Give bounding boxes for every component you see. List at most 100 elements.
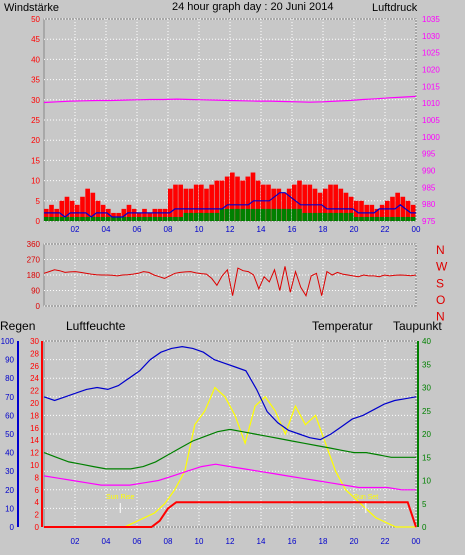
wind-bar — [59, 200, 65, 221]
wind-bar — [333, 184, 338, 221]
time-tick-label: 08 — [164, 225, 173, 234]
humidity-tick-label: 100 — [1, 337, 15, 346]
calm-bar — [307, 212, 313, 221]
calm-bar — [116, 216, 121, 221]
calm-bar — [292, 208, 297, 221]
wind-bar — [338, 188, 344, 221]
wind-tick-label: 45 — [31, 35, 40, 44]
time-tick-label: 10 — [195, 537, 204, 546]
calm-bar — [64, 216, 70, 221]
time-tick-label: 00 — [412, 225, 421, 234]
time-tick-label: 06 — [133, 537, 142, 546]
pressure-tick-label: 1020 — [422, 66, 440, 75]
temperature-axis-label: Temperatur — [312, 319, 373, 333]
wind-tick-label: 20 — [31, 136, 40, 145]
calm-bar — [400, 216, 406, 221]
direction-tick-label: 90 — [31, 287, 40, 296]
calm-bar — [261, 208, 266, 221]
calm-bar — [359, 216, 364, 221]
time-tick-label: 12 — [226, 225, 235, 234]
wind-bar — [193, 184, 199, 221]
wind-bar — [374, 208, 380, 221]
calm-bar — [323, 212, 328, 221]
pressure-tick-label: 980 — [422, 200, 436, 209]
calm-bar — [302, 212, 307, 221]
time-tick-label: 18 — [319, 225, 328, 234]
wind-bar — [152, 208, 158, 221]
sunrise-label: Sun Rise — [106, 494, 135, 501]
calm-bar — [204, 212, 209, 221]
humidity-tick-label: 20 — [5, 486, 14, 495]
calm-bar — [281, 208, 287, 221]
calm-bar — [385, 216, 390, 221]
wind-bar — [90, 192, 96, 221]
time-tick-label: 18 — [319, 537, 328, 546]
pressure-tick-label: 1030 — [422, 32, 440, 41]
wind-bar — [199, 184, 204, 221]
calm-bar — [379, 216, 385, 221]
gust-line — [44, 192, 416, 218]
direction-tick-label: 0 — [36, 302, 41, 311]
humidity-line — [43, 345, 417, 441]
time-tick-label: 20 — [350, 537, 359, 546]
rain-tick-label: 4 — [35, 498, 40, 507]
time-tick-label: 14 — [257, 537, 266, 546]
wind-bar — [178, 184, 183, 221]
wind-bar — [317, 192, 323, 221]
dewpoint-axis-label: Taupunkt — [393, 319, 442, 333]
calm-bar — [271, 208, 276, 221]
calm-bar — [44, 216, 49, 221]
humidity-tick-label: 90 — [5, 356, 14, 365]
wind-bar — [214, 180, 220, 221]
rain-humidity-temp-panel: 0102030405060708090100024681012141618202… — [1, 337, 432, 546]
wind-bar — [302, 184, 307, 221]
time-tick-label: 22 — [381, 537, 390, 546]
wind-pressure-panel: 0510152025303540455097598098599099510001… — [31, 15, 440, 234]
pressure-line — [43, 95, 417, 104]
calm-bar — [374, 216, 380, 221]
calm-bar — [54, 216, 59, 221]
wind-tick-label: 10 — [31, 177, 40, 186]
calm-bar — [230, 208, 235, 221]
wind-bar — [131, 208, 137, 221]
calm-bar — [390, 216, 395, 221]
rain-line — [44, 501, 417, 528]
wind-bar — [209, 184, 214, 221]
calm-bar — [395, 216, 400, 221]
time-tick-label: 04 — [102, 225, 111, 234]
wind-bar — [297, 180, 302, 221]
pressure-tick-label: 995 — [422, 150, 436, 159]
calm-bar — [95, 216, 101, 221]
time-tick-label: 14 — [257, 225, 266, 234]
calm-bar — [178, 216, 183, 221]
rain-tick-label: 6 — [35, 486, 40, 495]
humidity-tick-label: 50 — [5, 430, 14, 439]
wind-tick-label: 40 — [31, 55, 40, 64]
compass-label: W — [436, 260, 448, 274]
calm-bar — [80, 216, 85, 221]
wind-bar — [359, 200, 364, 221]
pressure-tick-label: 1000 — [422, 133, 440, 142]
wind-bar — [323, 188, 328, 221]
wind-tick-label: 5 — [36, 197, 41, 206]
time-tick-label: 16 — [288, 537, 297, 546]
wind-bar — [343, 192, 349, 221]
wind-bar — [328, 184, 333, 221]
time-tick-label: 02 — [71, 225, 80, 234]
rain-tick-label: 10 — [30, 461, 39, 470]
rain-tick-label: 0 — [35, 523, 40, 532]
time-tick-label: 10 — [195, 225, 204, 234]
calm-bar — [90, 216, 96, 221]
time-tick-label: 16 — [288, 225, 297, 234]
wind-bar — [385, 200, 390, 221]
wind-tick-label: 15 — [31, 156, 40, 165]
wind-bar — [80, 196, 85, 221]
rain-tick-label: 16 — [30, 424, 39, 433]
calm-bar — [193, 212, 199, 221]
temperature-tick-label: 30 — [422, 384, 431, 393]
pressure-tick-label: 1010 — [422, 99, 440, 108]
rain-tick-label: 24 — [30, 374, 39, 383]
temperature-tick-label: 25 — [422, 407, 431, 416]
